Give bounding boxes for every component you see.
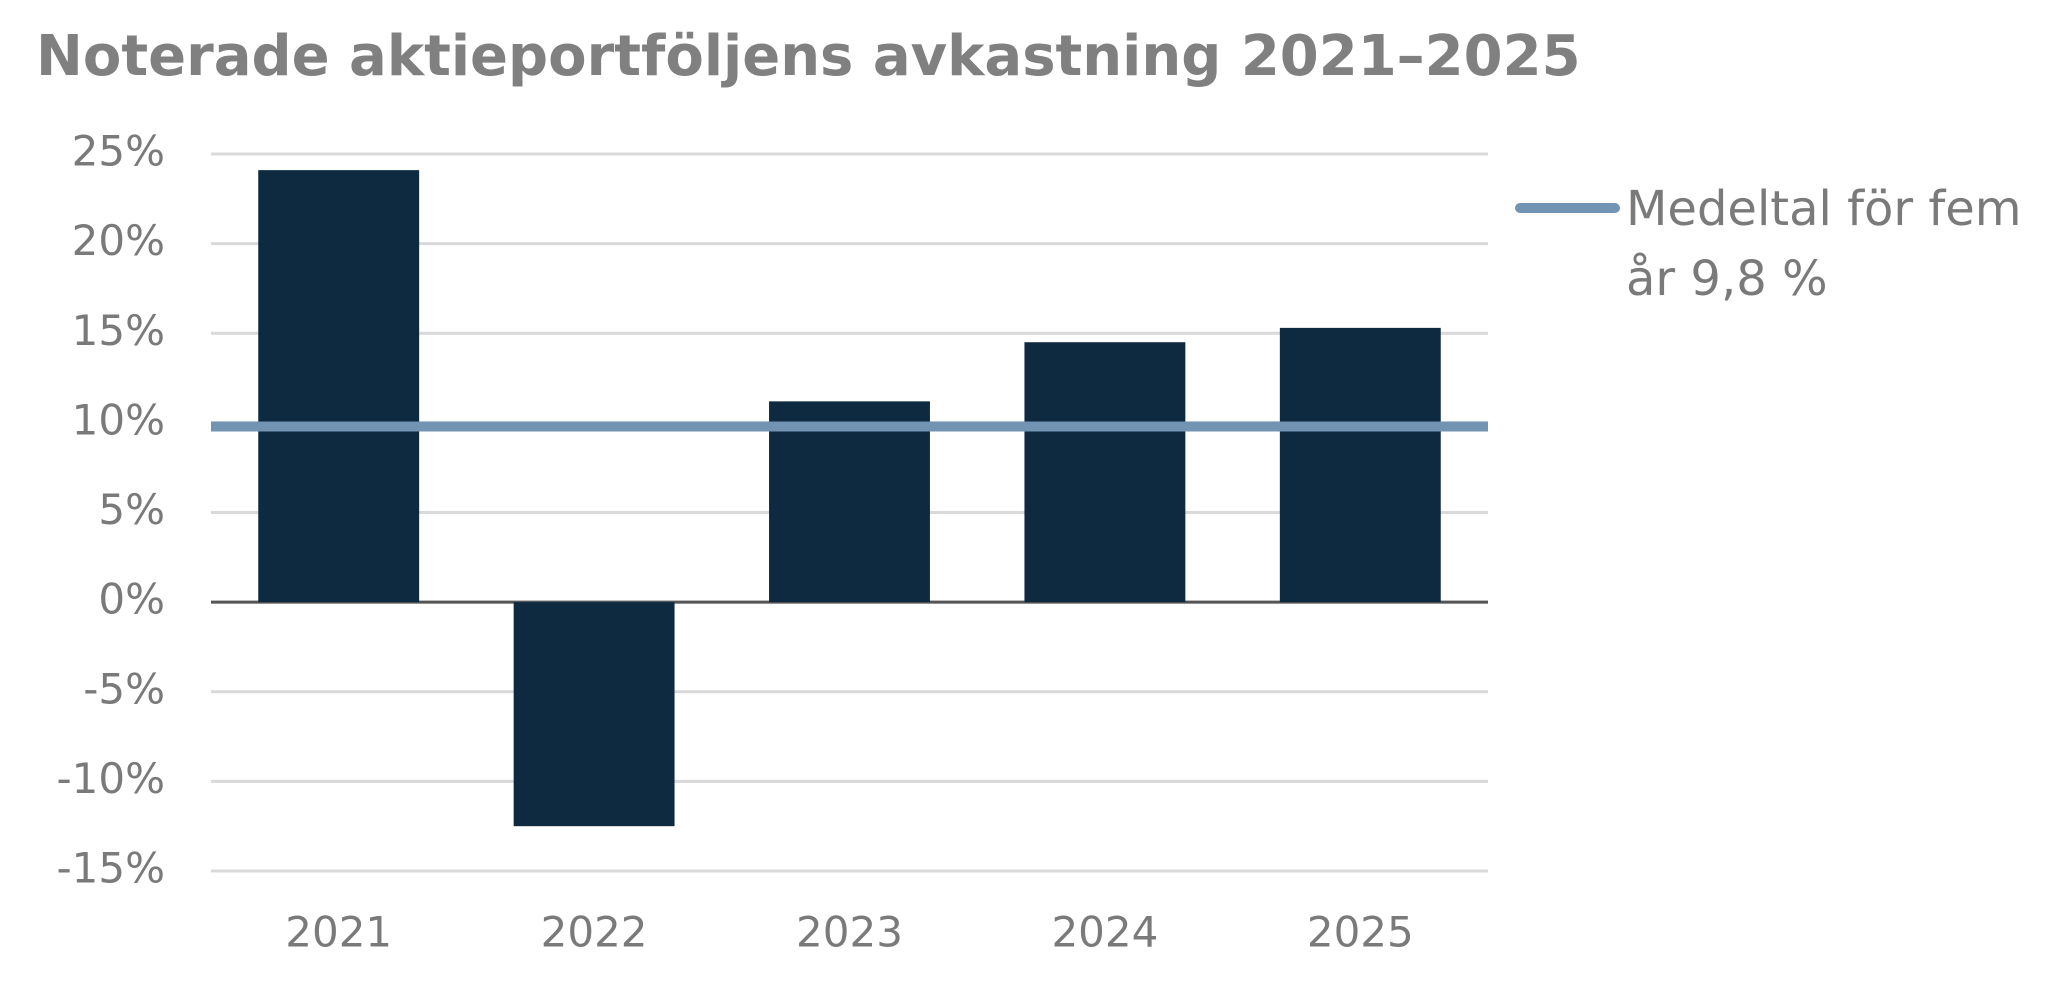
bar bbox=[769, 401, 930, 603]
x-tick-label: 2024 bbox=[1051, 908, 1158, 957]
legend-label: Medeltal för fem år 9,8 % bbox=[1626, 181, 2022, 307]
y-tick-label: 5% bbox=[98, 485, 165, 534]
y-tick-label: 15% bbox=[72, 306, 165, 355]
x-tick-label: 2025 bbox=[1307, 908, 1414, 957]
y-tick-label: -10% bbox=[56, 754, 165, 803]
y-tick-label: 25% bbox=[72, 127, 165, 176]
bar bbox=[1024, 342, 1186, 603]
bar bbox=[258, 170, 420, 603]
x-tick-label: 2023 bbox=[796, 908, 903, 957]
chart-title: Noterade aktieportföljens avkastning 202… bbox=[36, 24, 1581, 89]
y-tick-label: 20% bbox=[72, 216, 165, 265]
bar bbox=[1279, 327, 1441, 603]
x-tick-label: 2021 bbox=[285, 908, 392, 957]
y-tick-label: -15% bbox=[56, 844, 165, 893]
y-tick-label: 0% bbox=[98, 575, 165, 624]
y-tick-label: -5% bbox=[83, 664, 165, 713]
bar bbox=[513, 602, 675, 827]
x-tick-label: 2022 bbox=[541, 908, 648, 957]
y-tick-label: 10% bbox=[72, 395, 165, 444]
